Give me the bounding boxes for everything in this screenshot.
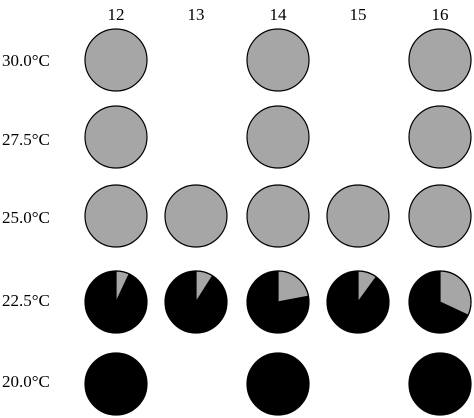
pie-16-25-0-C — [408, 184, 472, 248]
pie-slice-gray — [439, 270, 472, 316]
pie-14-25-0-C — [246, 184, 310, 248]
pie-slice-gray — [115, 270, 130, 303]
pie-14-30-0-C — [246, 28, 310, 92]
pie-14-22-5-C — [246, 270, 310, 334]
pie-slice-gray — [357, 270, 378, 304]
column-label-15: 15 — [350, 5, 367, 24]
pie-slice-gray — [326, 184, 390, 248]
column-labels: 12 13 14 15 16 — [108, 5, 449, 24]
pie-16-30-0-C — [408, 28, 472, 92]
row-label-22-5: 22.5°C — [2, 291, 50, 310]
pie-slice-gray — [164, 184, 228, 248]
pie-slice-gray — [246, 28, 310, 92]
row-labels: 30.0°C 27.5°C 25.0°C 22.5°C 20.0°C — [2, 51, 50, 391]
pie-slice-gray — [195, 270, 214, 305]
pie-12-27-5-C — [84, 105, 148, 169]
pie-slice-gray — [408, 105, 472, 169]
pie-14-27-5-C — [246, 105, 310, 169]
pie-13-25-0-C — [164, 184, 228, 248]
pie-slice-gray — [246, 184, 310, 248]
pie-slice-gray — [84, 184, 148, 248]
pie-slice-gray — [408, 28, 472, 92]
pie-16-22-5-C — [408, 270, 472, 334]
pie-16-20-0-C — [408, 352, 472, 416]
pie-15-25-0-C — [326, 184, 390, 248]
row-label-25-0: 25.0°C — [2, 208, 50, 227]
row-label-30-0: 30.0°C — [2, 51, 50, 70]
pie-markers — [84, 28, 472, 416]
pie-slice-black — [246, 352, 310, 416]
pie-13-22-5-C — [164, 270, 228, 334]
pie-slice-gray — [277, 270, 310, 303]
pie-slice-gray — [84, 28, 148, 92]
pie-16-27-5-C — [408, 105, 472, 169]
pie-slice-gray — [246, 105, 310, 169]
pie-15-22-5-C — [326, 270, 390, 334]
column-label-13: 13 — [188, 5, 205, 24]
column-label-14: 14 — [270, 5, 288, 24]
row-label-27-5: 27.5°C — [2, 130, 50, 149]
pie-slice-gray — [408, 184, 472, 248]
pie-14-20-0-C — [246, 352, 310, 416]
pie-12-20-0-C — [84, 352, 148, 416]
pie-slice-gray — [84, 105, 148, 169]
pie-slice-black — [84, 352, 148, 416]
pie-12-25-0-C — [84, 184, 148, 248]
pie-slice-black — [408, 352, 472, 416]
column-label-16: 16 — [432, 5, 449, 24]
pie-12-30-0-C — [84, 28, 148, 92]
row-label-20-0: 20.0°C — [2, 372, 50, 391]
pie-12-22-5-C — [84, 270, 148, 334]
column-label-12: 12 — [108, 5, 125, 24]
